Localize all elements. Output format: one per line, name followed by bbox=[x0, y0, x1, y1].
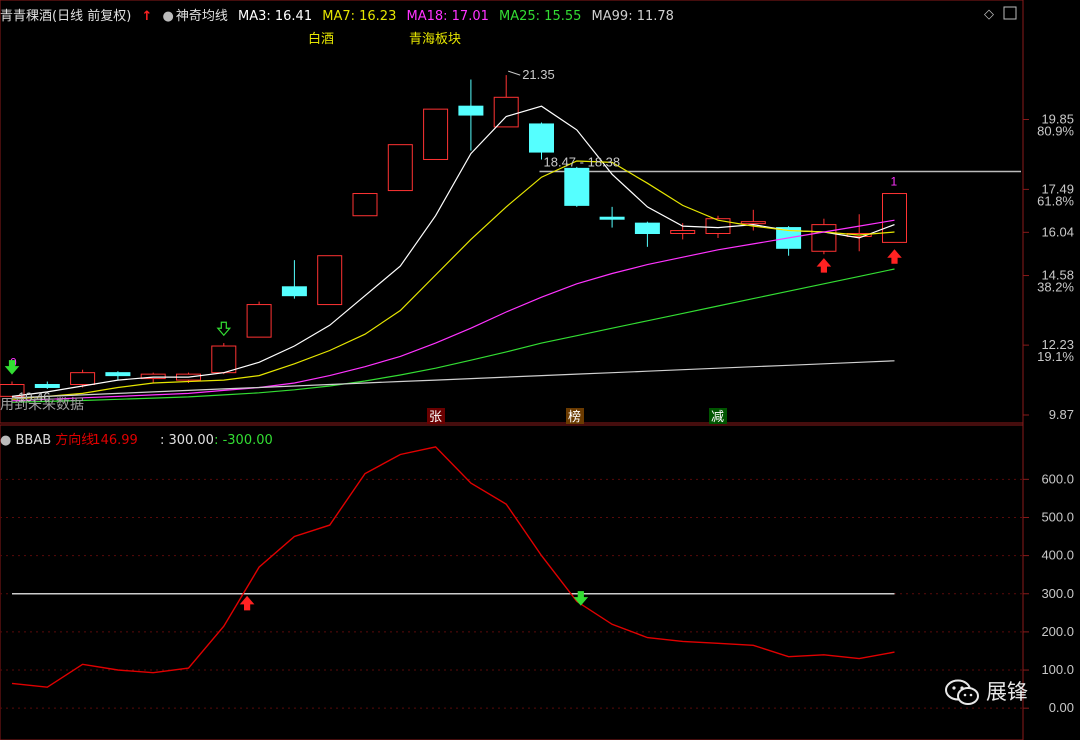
candle-body bbox=[740, 221, 766, 225]
candle-body bbox=[211, 345, 237, 374]
up-arrow-icon: ↑ bbox=[141, 9, 153, 24]
price-tick-label: 14.58 bbox=[1041, 268, 1074, 283]
direction-line-value: 146.99 bbox=[92, 433, 138, 448]
marker-bang: 榜 bbox=[568, 409, 581, 425]
value-tick-label: 600.0 bbox=[1041, 471, 1074, 486]
level-text: : 300.00 bbox=[159, 433, 214, 448]
ma-line-ma7 bbox=[11, 160, 895, 400]
candle-body bbox=[140, 373, 166, 380]
direction-line-panel: 600.0 500.0 400.0 300.0 200.0 100.0 0.00 bbox=[0, 446, 1074, 715]
candle-body bbox=[458, 105, 484, 116]
ma-line-ma3 bbox=[11, 105, 895, 397]
period-label: (日线 前复权) bbox=[52, 9, 132, 24]
buy-up-arrow-icon bbox=[887, 249, 902, 264]
candle-body bbox=[493, 96, 519, 128]
candle-body bbox=[634, 222, 660, 234]
candle-body bbox=[564, 167, 590, 206]
buy-up-arrow-icon bbox=[816, 258, 832, 273]
candle-body bbox=[387, 144, 413, 192]
diamond-icon[interactable]: ◇ bbox=[984, 7, 994, 22]
value-tick-label: 300.0 bbox=[1041, 586, 1074, 601]
ma25-label: MA25: 15.55 bbox=[499, 9, 582, 24]
candle-body bbox=[246, 304, 272, 338]
indicator-bbab[interactable]: BBAB bbox=[15, 433, 52, 448]
candle-body bbox=[599, 216, 625, 220]
percent-tick-label: 80.9% bbox=[1037, 124, 1074, 139]
candle-body bbox=[811, 224, 837, 252]
cross-up-arrow-icon bbox=[239, 595, 255, 611]
ma-line-ma18 bbox=[11, 219, 895, 402]
candle-body bbox=[423, 108, 449, 160]
lower-header: ● BBAB 方向线146.99 : 300.00 : -300.00 bbox=[0, 429, 273, 448]
neg-level-text: : -300.00 bbox=[214, 433, 273, 448]
price-tick-label: 17.49 bbox=[1041, 181, 1074, 196]
value-tick-label: 500.0 bbox=[1041, 509, 1074, 524]
ma-line-ma25 bbox=[11, 268, 895, 403]
value-tick-label: 400.0 bbox=[1041, 548, 1074, 563]
settings-icon[interactable]: ● bbox=[162, 9, 174, 24]
candle-body bbox=[670, 230, 696, 234]
price-axis: 19.85 17.49 16.04 14.58 12.23 9.87 80.9% 61.8% 3… bbox=[1023, 112, 1074, 422]
price-tick-label: 12.23 bbox=[1041, 337, 1074, 352]
direction-line bbox=[11, 446, 895, 688]
buy-arrow-icon bbox=[4, 360, 20, 375]
ma99-label: MA99: 11.78 bbox=[591, 9, 674, 24]
close-icon[interactable] bbox=[1003, 6, 1017, 20]
candle-body bbox=[882, 193, 907, 243]
value-tick-label: 100.0 bbox=[1041, 662, 1074, 677]
last-marker-label: 1 bbox=[891, 175, 898, 189]
data-hint-label: 用到未来数据 bbox=[0, 396, 84, 412]
marker-jian: 减 bbox=[711, 410, 724, 425]
price-tick-label: 9.87 bbox=[1049, 407, 1074, 422]
candle-body bbox=[70, 372, 96, 386]
ma7-label: MA7: 16.23 bbox=[322, 9, 397, 24]
indicator-name[interactable]: 神奇均线 bbox=[175, 9, 228, 24]
upper-header: 青青稞酒(日线 前复权) ↑ ● 神奇均线 MA3: 16.41 MA7: 16.… bbox=[0, 5, 680, 24]
marker-jian-box bbox=[709, 408, 727, 424]
ma-line-ma99 bbox=[11, 360, 895, 399]
marker-zhang-box bbox=[427, 408, 445, 424]
marker-zhang: 张 bbox=[429, 410, 442, 425]
tag-baijiu: 白酒 bbox=[308, 32, 335, 47]
candle-body bbox=[705, 218, 731, 234]
candle-body bbox=[281, 286, 307, 297]
price-tick-label: 16.04 bbox=[1041, 224, 1074, 239]
candle-body bbox=[105, 372, 131, 377]
peak-price-label: 21.35 bbox=[522, 67, 555, 82]
value-tick-label: 0.00 bbox=[1049, 700, 1074, 715]
ma18-label: MA18: 17.01 bbox=[406, 9, 489, 24]
watermark: 展锋 bbox=[944, 676, 1028, 707]
marker-bang-box bbox=[566, 408, 584, 424]
wechat-icon bbox=[945, 679, 979, 705]
settings-icon[interactable]: ● bbox=[0, 433, 12, 448]
peak-pointer bbox=[508, 70, 521, 76]
ma3-label: MA3: 16.41 bbox=[237, 9, 313, 24]
tag-qinghai: 青海板块 bbox=[409, 32, 462, 47]
cross-down-arrow-icon bbox=[573, 591, 589, 606]
range-price-label: 18.47 - 18.38 bbox=[544, 154, 621, 169]
low-price-label: 10.46 bbox=[18, 390, 51, 405]
candle-body bbox=[34, 384, 60, 388]
direction-line-label: 方向线 bbox=[55, 433, 95, 448]
percent-tick-label: 38.2% bbox=[1037, 280, 1074, 295]
candle-body bbox=[352, 193, 378, 217]
candle-body bbox=[529, 123, 554, 153]
percent-tick-label: 19.1% bbox=[1037, 349, 1074, 364]
price-tick-label: 19.85 bbox=[1041, 112, 1074, 127]
lower-panel-frame bbox=[0, 424, 1024, 740]
stock-name[interactable]: 青青稞酒 bbox=[0, 9, 53, 24]
upper-panel-frame bbox=[0, 0, 1024, 424]
watermark-text: 展锋 bbox=[986, 680, 1028, 704]
signal-down-arrow-icon bbox=[216, 321, 232, 337]
candle-body bbox=[317, 255, 343, 306]
percent-tick-label: 61.8% bbox=[1037, 193, 1074, 208]
value-tick-label: 200.0 bbox=[1041, 624, 1074, 639]
